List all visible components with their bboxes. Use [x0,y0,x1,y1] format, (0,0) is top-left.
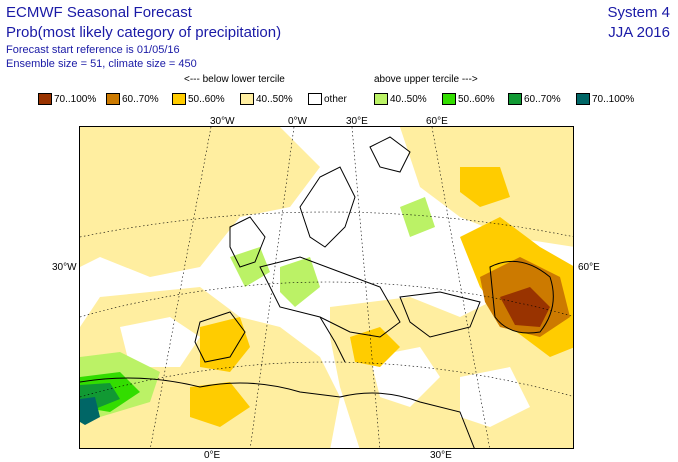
coastline [369,136,411,173]
legend-item: 50..60% [442,92,495,106]
below-tercile-label: <--- below lower tercile [184,74,285,85]
legend-label: 50..60% [458,93,495,105]
longitude-label: 30°E [346,116,368,127]
probability-shading [80,127,573,448]
legend-item: 70..100% [38,92,96,106]
shading-area [80,127,320,277]
map-canvas [80,127,573,448]
system-label: System 4 [607,4,670,21]
coastline [319,316,346,363]
season-label: JJA 2016 [608,24,670,41]
longitude-label: 0°E [204,450,221,461]
longitude-label: 60°E [578,262,600,273]
legend-label: 40..50% [256,93,293,105]
latitude-line [80,211,573,238]
legend-swatch [508,93,522,105]
legend-label: 40..50% [390,93,427,105]
legend-label: 70..100% [54,93,97,105]
shading-area [80,397,100,425]
ensemble-size: Ensemble size = 51, climate size = 450 [6,58,197,70]
legend-item: 70..100% [576,92,634,106]
legend-item: other [308,92,347,106]
longitude-label: 30°W [52,262,77,273]
graticule [80,127,573,448]
legend-swatch [442,93,456,105]
legend-swatch [172,93,186,105]
shading-area [200,317,250,372]
coastline [229,216,266,268]
forecast-reference: Forecast start reference is 01/05/16 [6,44,180,56]
legend-label: 60..70% [122,93,159,105]
longitude-line [150,127,212,448]
coastline [259,256,401,338]
legend-item: 50..60% [172,92,225,106]
legend-swatch [576,93,590,105]
coastline [80,377,475,448]
legend-label: 70..100% [592,93,635,105]
legend-swatch [240,93,254,105]
legend-item: 40..50% [374,92,427,106]
shading-area [190,382,250,427]
shading-area [500,287,550,327]
shading-area [460,167,510,207]
shading-area [280,257,320,307]
legend-label: other [324,93,347,105]
legend-item: 40..50% [240,92,293,106]
legend-swatch [308,93,322,105]
shading-area [460,367,530,427]
shading-area [120,317,200,367]
coastline [399,291,481,338]
legend-item: 60..70% [106,92,159,106]
longitude-label: 30°W [210,116,235,127]
legend-swatch [38,93,52,105]
forecast-map [79,126,574,449]
shading-area [370,347,440,407]
shading-area [230,247,270,287]
legend-item: 60..70% [508,92,561,106]
legend-swatch [106,93,120,105]
coastlines [80,136,554,448]
longitude-label: 30°E [430,450,452,461]
longitude-label: 60°E [426,116,448,127]
title: ECMWF Seasonal Forecast [6,4,192,21]
coastline [194,311,246,363]
shading-area [400,197,435,237]
legend-swatch [374,93,388,105]
legend-label: 50..60% [188,93,225,105]
above-tercile-label: above upper tercile ---> [374,74,478,85]
coastline [489,260,554,334]
longitude-label: 0°W [288,116,307,127]
legend-label: 60..70% [524,93,561,105]
coastline [299,166,356,248]
longitude-line [431,127,490,448]
subtitle: Prob(most likely category of precipitati… [6,24,282,41]
shading-area [350,327,400,367]
